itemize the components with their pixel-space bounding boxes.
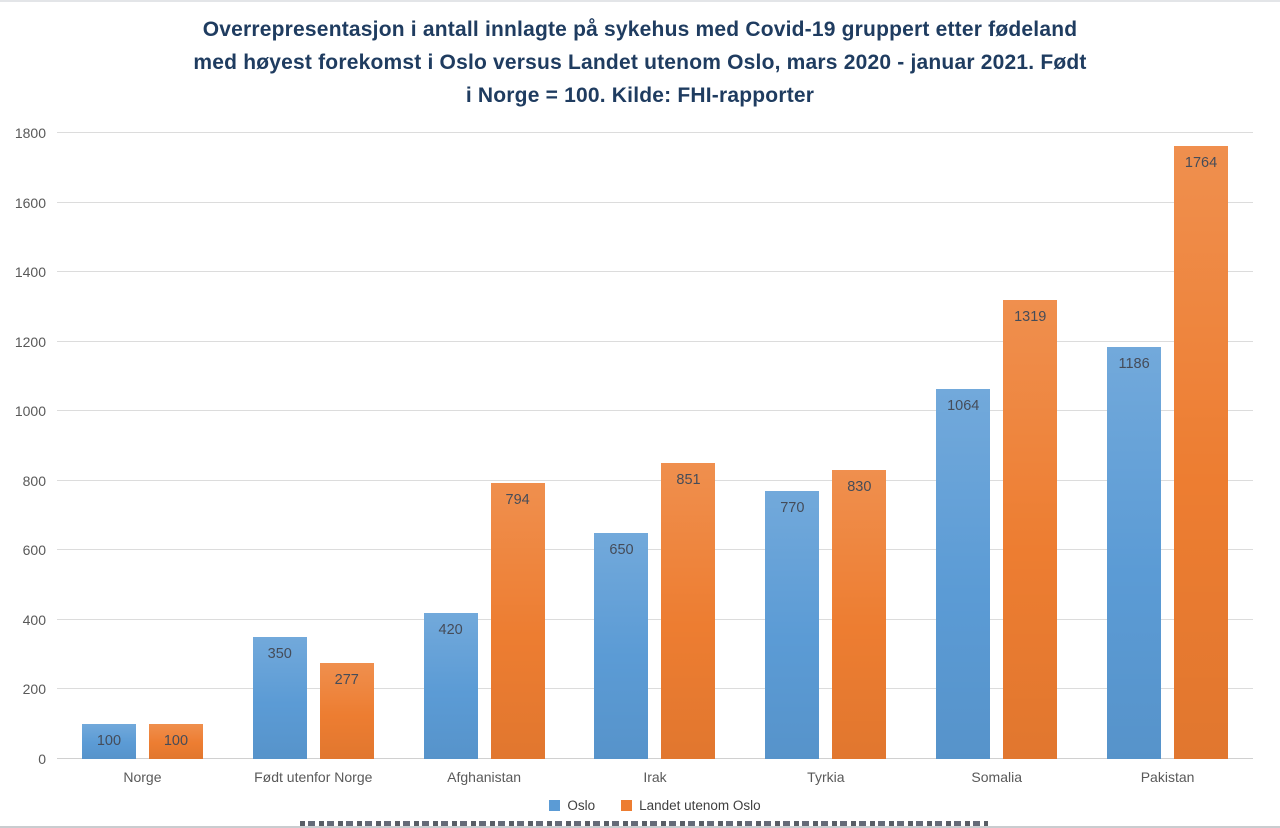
bar-group-f-dt-utenfor-norge: 350 277 Født utenfor Norge (228, 133, 399, 785)
chart-title-line-3: i Norge = 100. Kilde: FHI-rapporter (465, 84, 815, 107)
y-axis-tick-0: 0 (38, 751, 46, 767)
y-axis-tick-1800: 1800 (14, 125, 46, 141)
gridline-y-600 (57, 549, 1253, 551)
gridline-y-1000 (57, 410, 1253, 412)
bar-group-pakistan: 1186 1764 Pakistan (1082, 133, 1253, 785)
legend-swatch-icon (549, 800, 561, 811)
bar-group-irak: 650 851 Irak (570, 133, 741, 785)
chart-title-line-1: Overrepresentasjon i antall innlagte på … (202, 18, 1078, 41)
x-axis-category-label: Pakistan (1140, 769, 1195, 785)
gridline-y-800 (57, 479, 1253, 481)
data-label: 100 (163, 733, 189, 750)
chart-legend: Oslo Landet utenom Oslo (57, 798, 1253, 813)
x-axis-category-label: Somalia (971, 769, 1022, 785)
bar-oslo-somalia: 1064 (936, 388, 991, 759)
bar-oslo-norge: 100 (81, 724, 136, 759)
y-axis-tick-400: 400 (22, 611, 46, 628)
bar-landet-utenom-oslo-f-dt-utenfor-norge: 277 (319, 662, 374, 759)
y-axis-tick-1600: 1600 (14, 194, 46, 211)
data-label: 277 (334, 671, 359, 688)
bar-landet-utenom-oslo-pakistan: 1764 (1174, 145, 1229, 759)
data-label: 650 (609, 541, 634, 558)
bar-landet-utenom-oslo-irak: 851 (661, 463, 716, 759)
bar-group-norge: 100 100 Norge (57, 133, 228, 785)
data-label: 1764 (1184, 154, 1218, 171)
bar-group-afghanistan: 420 794 Afghanistan (399, 133, 570, 785)
gridline-y-0 (57, 758, 1253, 759)
x-axis-category-label: Norge (123, 769, 162, 785)
data-label: 420 (438, 621, 463, 638)
bar-landet-utenom-oslo-tyrkia: 830 (832, 470, 887, 759)
gridline-y-1200 (57, 340, 1253, 342)
chart-title-line-2: med høyest forekomst i Oslo versus Lande… (193, 51, 1087, 74)
y-axis-tick-800: 800 (22, 472, 46, 489)
y-axis-tick-1400: 1400 (14, 264, 46, 281)
gridline-y-200 (57, 688, 1253, 690)
bar-landet-utenom-oslo-afghanistan: 794 (490, 482, 545, 759)
data-label: 830 (847, 479, 872, 496)
legend-entry-oslo: Oslo (549, 798, 595, 813)
bar-landet-utenom-oslo-somalia: 1319 (1003, 300, 1058, 759)
data-label: 100 (96, 733, 122, 750)
plot-area: 0 200 400 600 800 1000 1200 1400 1600 1800 100 100 N… (15, 125, 1253, 785)
bar-group-tyrkia: 770 830 Tyrkia (740, 133, 911, 785)
data-label: 770 (780, 500, 805, 517)
legend-label: Oslo (567, 798, 596, 813)
chart-title: Overrepresentasjon i antall innlagte på … (70, 13, 1210, 112)
gridline-y-1600 (57, 201, 1253, 203)
bottom-divider (0, 826, 1280, 828)
legend-entry-landet-utenom-oslo: Landet utenom Oslo (621, 798, 761, 813)
data-label: 350 (267, 646, 292, 663)
bar-oslo-irak: 650 (594, 532, 649, 759)
cut-off-caption-strip (300, 821, 988, 828)
data-label: 1186 (1118, 355, 1150, 372)
y-axis-tick-1200: 1200 (14, 333, 46, 350)
data-label: 1319 (1014, 309, 1047, 326)
gridline-y-1800 (57, 132, 1253, 133)
data-label: 1064 (947, 397, 980, 414)
gridline-y-1400 (57, 271, 1253, 273)
bar-landet-utenom-oslo-norge: 100 (148, 724, 203, 759)
bar-oslo-f-dt-utenfor-norge: 350 (252, 637, 307, 759)
y-axis-tick-600: 600 (22, 542, 46, 559)
x-axis-category-label: Irak (643, 769, 667, 785)
bar-group-somalia: 1064 1319 Somalia (911, 133, 1082, 785)
y-axis-tick-200: 200 (22, 681, 46, 698)
legend-label: Landet utenom Oslo (639, 798, 761, 813)
data-label: 851 (676, 472, 701, 489)
data-label: 794 (505, 491, 530, 508)
bar-oslo-afghanistan: 420 (423, 612, 478, 759)
x-axis-category-label: Tyrkia (807, 769, 845, 785)
x-axis-category-label: Født utenfor Norge (254, 769, 373, 785)
bar-oslo-tyrkia: 770 (765, 491, 820, 759)
y-axis-tick-1000: 1000 (14, 403, 46, 420)
gridline-y-400 (57, 618, 1253, 620)
legend-swatch-icon (621, 800, 633, 811)
bar-oslo-pakistan: 1186 (1107, 346, 1162, 759)
x-axis-category-label: Afghanistan (447, 769, 522, 785)
